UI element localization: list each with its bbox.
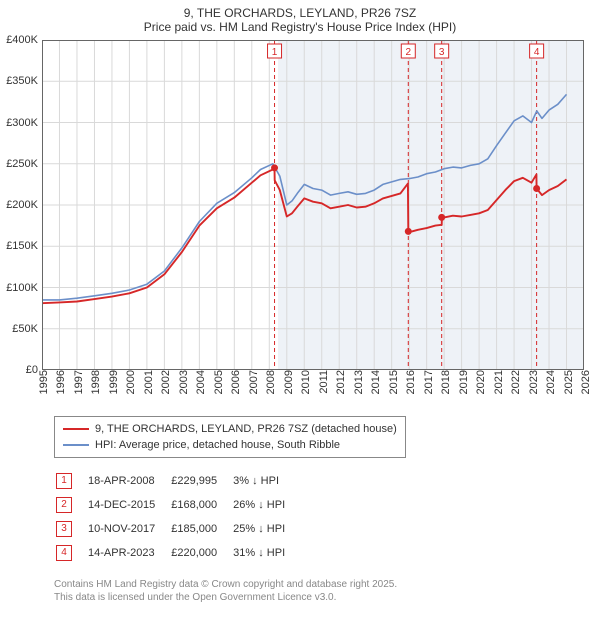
legend-label: HPI: Average price, detached house, Sout… (95, 437, 340, 453)
y-tick-label: £350K (6, 75, 38, 87)
transaction-price: £185,000 (171, 518, 231, 540)
svg-text:2: 2 (406, 47, 412, 58)
x-tick-label: 2016 (405, 370, 417, 394)
x-tick-label: 2022 (510, 370, 522, 394)
transaction-delta: 31% ↓ HPI (233, 542, 299, 564)
transaction-date: 14-DEC-2015 (88, 494, 169, 516)
transaction-price: £229,995 (171, 470, 231, 492)
legend: 9, THE ORCHARDS, LEYLAND, PR26 7SZ (deta… (54, 416, 406, 458)
transaction-date: 10-NOV-2017 (88, 518, 169, 540)
transactions-table: 1 18-APR-2008£229,9953% ↓ HPI 2 14-DEC-2015… (54, 468, 301, 566)
y-tick-label: £200K (6, 199, 38, 211)
y-tick-label: £150K (6, 240, 38, 252)
x-tick-label: 2014 (370, 370, 382, 394)
y-tick-label: £0 (26, 364, 38, 376)
transaction-marker: 3 (56, 521, 72, 537)
transaction-date: 14-APR-2023 (88, 542, 169, 564)
svg-text:4: 4 (534, 47, 540, 58)
y-tick-label: £100K (6, 282, 38, 294)
x-tick-label: 2001 (143, 370, 155, 394)
x-tick-label: 2020 (475, 370, 487, 394)
legend-item: 9, THE ORCHARDS, LEYLAND, PR26 7SZ (deta… (63, 421, 397, 437)
transaction-marker: 1 (56, 473, 72, 489)
y-tick-label: £50K (12, 323, 38, 335)
transaction-row: 2 14-DEC-2015£168,00026% ↓ HPI (56, 494, 299, 516)
x-tick-label: 2024 (545, 370, 557, 394)
x-tick-label: 2025 (563, 370, 575, 394)
x-tick-label: 2019 (458, 370, 470, 394)
x-tick-label: 1998 (90, 370, 102, 394)
transaction-row: 4 14-APR-2023£220,00031% ↓ HPI (56, 542, 299, 564)
x-tick-label: 2012 (335, 370, 347, 394)
x-tick-label: 2009 (283, 370, 295, 394)
x-tick-label: 2021 (493, 370, 505, 394)
legend-swatch (63, 428, 89, 430)
x-tick-label: 2005 (213, 370, 225, 394)
x-tick-label: 2008 (265, 370, 277, 394)
transaction-delta: 26% ↓ HPI (233, 494, 299, 516)
legend-item: HPI: Average price, detached house, Sout… (63, 437, 397, 453)
transaction-date: 18-APR-2008 (88, 470, 169, 492)
x-tick-label: 2007 (248, 370, 260, 394)
x-tick-label: 2011 (318, 370, 330, 394)
svg-text:3: 3 (439, 47, 445, 58)
x-tick-label: 1997 (73, 370, 85, 394)
x-tick-label: 2004 (195, 370, 207, 394)
footer-line-2: This data is licensed under the Open Gov… (54, 591, 600, 604)
transaction-delta: 3% ↓ HPI (233, 470, 299, 492)
y-tick-label: £300K (6, 117, 38, 129)
x-tick-label: 2015 (388, 370, 400, 394)
title-line-1: 9, THE ORCHARDS, LEYLAND, PR26 7SZ (0, 6, 600, 20)
chart-area: 1234 £0£50K£100K£150K£200K£250K£300K£350… (42, 40, 584, 370)
footer-attribution: Contains HM Land Registry data © Crown c… (54, 578, 600, 612)
x-tick-label: 1999 (108, 370, 120, 394)
transaction-marker: 2 (56, 497, 72, 513)
transaction-row: 1 18-APR-2008£229,9953% ↓ HPI (56, 470, 299, 492)
legend-label: 9, THE ORCHARDS, LEYLAND, PR26 7SZ (deta… (95, 421, 397, 437)
transaction-row: 3 10-NOV-2017£185,00025% ↓ HPI (56, 518, 299, 540)
y-tick-label: £250K (6, 158, 38, 170)
x-tick-label: 2006 (230, 370, 242, 394)
x-tick-label: 2013 (353, 370, 365, 394)
transaction-delta: 25% ↓ HPI (233, 518, 299, 540)
x-tick-label: 2000 (125, 370, 137, 394)
transaction-marker: 4 (56, 545, 72, 561)
x-tick-label: 1996 (55, 370, 67, 394)
svg-text:1: 1 (272, 47, 278, 58)
x-tick-label: 2026 (580, 370, 592, 394)
transaction-price: £168,000 (171, 494, 231, 516)
x-tick-label: 2023 (528, 370, 540, 394)
x-tick-label: 1995 (38, 370, 50, 394)
y-tick-label: £400K (6, 34, 38, 46)
x-tick-label: 2018 (440, 370, 452, 394)
title-line-2: Price paid vs. HM Land Registry's House … (0, 20, 600, 34)
x-tick-label: 2010 (300, 370, 312, 394)
x-tick-label: 2017 (423, 370, 435, 394)
x-tick-label: 2003 (178, 370, 190, 394)
chart-svg: 1 2 3 4 (42, 40, 584, 370)
x-tick-label: 2002 (160, 370, 172, 394)
transaction-price: £220,000 (171, 542, 231, 564)
chart-title-block: 9, THE ORCHARDS, LEYLAND, PR26 7SZ Price… (0, 0, 600, 34)
legend-swatch (63, 444, 89, 446)
footer-line-1: Contains HM Land Registry data © Crown c… (54, 578, 600, 591)
